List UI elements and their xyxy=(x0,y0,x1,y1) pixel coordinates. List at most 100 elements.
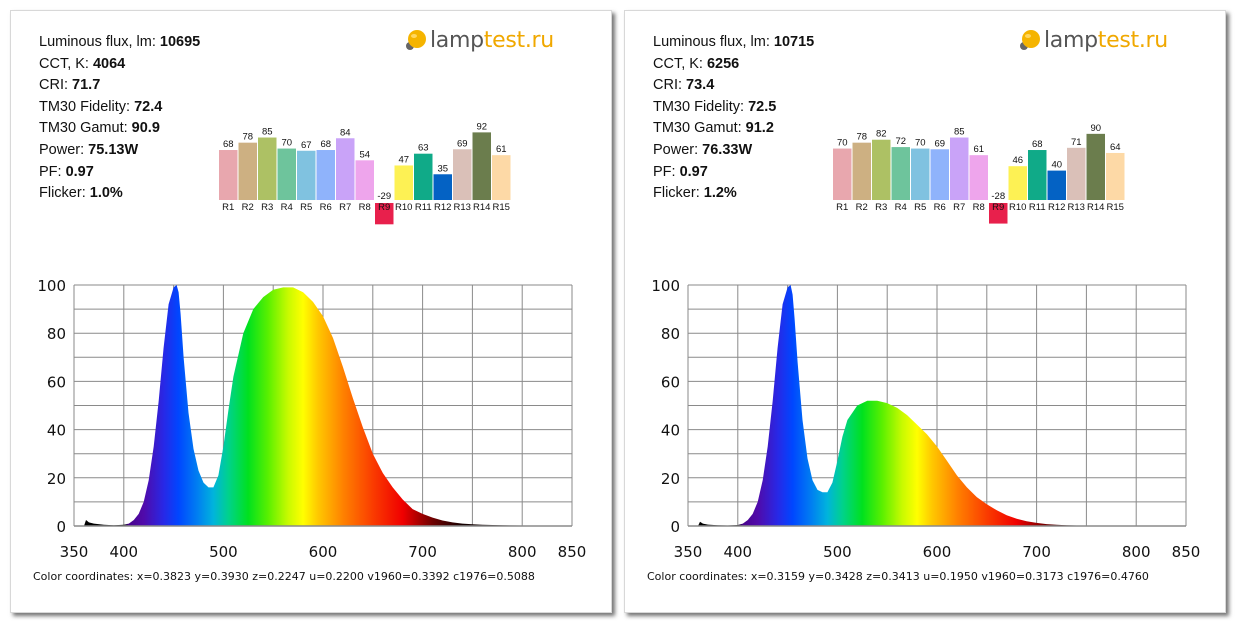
y-tick-label: 20 xyxy=(47,470,66,488)
stat-power: Power: 75.13W xyxy=(39,141,139,158)
stat-cct: CCT, K: 4064 xyxy=(39,55,126,72)
spectrum-report-panel-left: Luminous flux, lm: 10695 CCT, K: 4064 CR… xyxy=(10,10,612,613)
cri-value-label: 70 xyxy=(281,138,292,149)
x-tick-label: 350 xyxy=(60,543,89,561)
y-tick-label: 80 xyxy=(47,325,66,343)
spectrum-area xyxy=(83,285,573,526)
cri-bar-R2 xyxy=(852,142,871,200)
cri-value-label: 68 xyxy=(223,139,234,150)
cri-bar-R8 xyxy=(969,155,988,200)
cri-bar-R6 xyxy=(930,149,949,200)
cri-value-label: 61 xyxy=(973,144,984,155)
y-tick-label: 80 xyxy=(661,325,680,343)
cri-bar-R6 xyxy=(316,150,335,200)
x-tick-label: 500 xyxy=(209,543,238,561)
x-tick-label: 850 xyxy=(558,543,587,561)
cri-bar-R15 xyxy=(1106,152,1125,200)
stat-power: Power: 76.33W xyxy=(653,141,753,158)
color-coordinates: Color coordinates: x=0.3159 y=0.3428 z=0… xyxy=(647,570,1149,583)
cri-bar-R12 xyxy=(433,174,452,200)
cri-bar-R2 xyxy=(238,142,257,200)
cri-value-label: 69 xyxy=(934,138,945,149)
cri-value-label: 64 xyxy=(1110,142,1121,153)
cri-bar-R1 xyxy=(833,148,852,200)
cri-value-label: 35 xyxy=(437,163,448,174)
logo-text-test: test.ru xyxy=(483,27,554,53)
cri-value-label: 46 xyxy=(1012,155,1023,166)
cri-category-label: R13 xyxy=(454,202,471,213)
y-tick-label: 60 xyxy=(661,373,680,391)
cri-value-label: -28 xyxy=(991,191,1005,202)
cri-bar-R7 xyxy=(950,137,969,200)
spectrum-chart: 0 20 40 60 80 100 350 400 500 600 700 800 850 xyxy=(37,277,587,561)
y-tick-label: 100 xyxy=(651,277,680,295)
stat-cri: CRI: 73.4 xyxy=(653,77,715,94)
y-tick-label: 0 xyxy=(670,518,680,536)
y-tick-label: 100 xyxy=(37,277,66,295)
cri-category-label: R12 xyxy=(434,202,451,213)
cri-category-label: R3 xyxy=(875,202,887,213)
bulb-icon xyxy=(406,30,426,50)
cri-value-label: 61 xyxy=(496,144,507,155)
stat-pf: PF: 0.97 xyxy=(39,163,94,180)
stat-cct: CCT, K: 6256 xyxy=(653,55,740,72)
stat-tm30-fidelity: TM30 Fidelity: 72.5 xyxy=(653,98,777,115)
cri-category-label: R5 xyxy=(914,202,926,213)
cri-bar-R1 xyxy=(219,150,238,200)
x-tick-label: 800 xyxy=(1122,543,1151,561)
x-tick-label: 600 xyxy=(923,543,952,561)
cri-category-label: R7 xyxy=(953,202,965,213)
cri-bar-R10 xyxy=(1008,166,1027,200)
cri-value-label: 68 xyxy=(1032,139,1043,150)
lamptest-logo: lamp test.ru xyxy=(405,25,554,55)
cri-bar-R11 xyxy=(414,153,433,200)
y-tick-label: 60 xyxy=(47,373,66,391)
stat-luminous-flux: Luminous flux, lm: 10715 xyxy=(653,34,815,50)
cri-bar-R10 xyxy=(394,165,413,200)
cri-bar-R15 xyxy=(492,155,511,200)
logo-text-test: test.ru xyxy=(1097,27,1168,53)
x-tick-label: 800 xyxy=(508,543,537,561)
cri-category-label: R8 xyxy=(973,202,985,213)
cri-bar-R5 xyxy=(911,148,930,200)
spectrum-report-panel-right: Luminous flux, lm: 10715 CCT, K: 6256 CR… xyxy=(624,10,1226,613)
cri-value-label: 63 xyxy=(418,143,429,154)
cri-bar-R11 xyxy=(1028,150,1047,200)
x-tick-label: 850 xyxy=(1172,543,1201,561)
y-tick-label: 0 xyxy=(56,518,66,536)
cri-bar-R4 xyxy=(277,148,296,200)
stat-pf: PF: 0.97 xyxy=(653,163,708,180)
y-tick-label: 40 xyxy=(47,422,66,440)
cri-category-label: R8 xyxy=(359,202,371,213)
cri-value-label: 71 xyxy=(1071,137,1082,148)
cri-category-label: R13 xyxy=(1068,202,1085,213)
cri-category-label: R3 xyxy=(261,202,273,213)
logo-text-lamp: lamp xyxy=(1044,27,1098,53)
cri-value-label: 67 xyxy=(301,140,312,151)
cri-value-label: 78 xyxy=(856,132,867,143)
stat-tm30-gamut: TM30 Gamut: 91.2 xyxy=(653,120,774,137)
cri-category-label: R4 xyxy=(895,202,907,213)
spectrum-chart: 0 20 40 60 80 100 350 400 500 600 700 800 850 xyxy=(651,277,1201,561)
cri-category-label: R9 xyxy=(992,202,1004,213)
x-tick-label: 500 xyxy=(823,543,852,561)
stat-tm30-fidelity: TM30 Fidelity: 72.4 xyxy=(39,98,163,115)
cri-bar-R13 xyxy=(1067,147,1086,200)
cri-value-label: 90 xyxy=(1090,123,1101,134)
stat-cri: CRI: 71.7 xyxy=(39,77,101,94)
cri-value-label: 47 xyxy=(398,154,409,165)
cri-value-label: 92 xyxy=(476,121,487,132)
cri-category-label: R7 xyxy=(339,202,351,213)
cri-category-label: R15 xyxy=(493,202,510,213)
cri-category-label: R1 xyxy=(836,202,848,213)
cri-value-label: 54 xyxy=(359,149,370,160)
stat-tm30-gamut: TM30 Gamut: 90.9 xyxy=(39,120,160,137)
cri-category-label: R6 xyxy=(934,202,946,213)
cri-bar-R3 xyxy=(872,139,891,200)
cri-category-label: R11 xyxy=(1029,202,1046,213)
stat-flicker: Flicker: 1.0% xyxy=(39,185,123,202)
cri-bar-R12 xyxy=(1047,170,1066,200)
stat-flicker: Flicker: 1.2% xyxy=(653,185,737,202)
cri-value-label: 84 xyxy=(340,127,351,138)
